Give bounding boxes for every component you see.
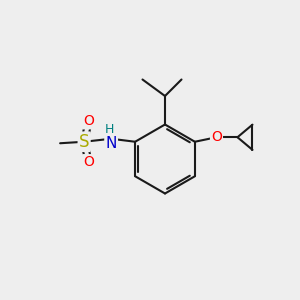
- Text: O: O: [83, 155, 94, 169]
- Text: N: N: [105, 136, 117, 151]
- Text: O: O: [211, 130, 222, 144]
- Text: H: H: [105, 123, 114, 136]
- Text: S: S: [79, 133, 89, 151]
- Text: O: O: [83, 114, 94, 128]
